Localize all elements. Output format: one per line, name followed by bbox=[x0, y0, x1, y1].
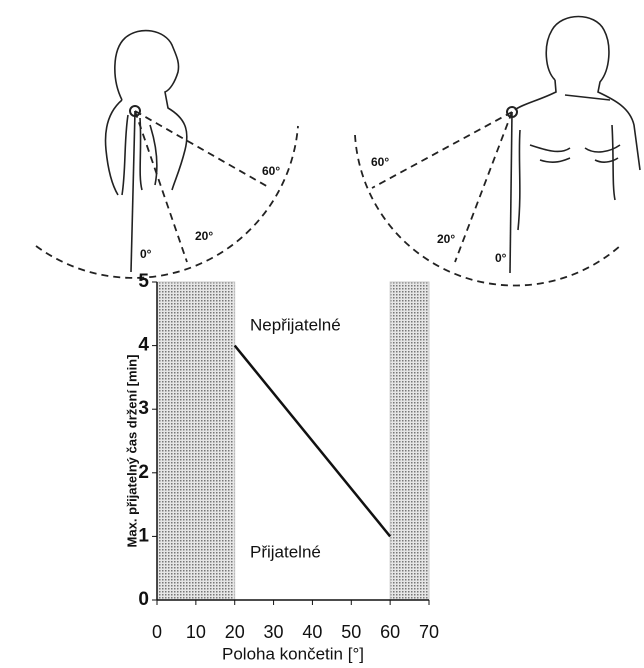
y-tick-label: 2 bbox=[138, 462, 149, 483]
x-tick-label: 70 bbox=[419, 622, 439, 642]
x-tick-label: 60 bbox=[380, 622, 400, 642]
right-figure bbox=[355, 17, 640, 286]
x-tick-label: 10 bbox=[186, 622, 206, 642]
x-tick-label: 40 bbox=[302, 622, 322, 642]
x-tick-label: 30 bbox=[264, 622, 284, 642]
angle-label: 60° bbox=[262, 164, 280, 178]
x-tick-label: 0 bbox=[152, 622, 162, 642]
angle-label: 20° bbox=[195, 229, 213, 243]
shaded-region bbox=[157, 282, 235, 600]
y-tick-label: 5 bbox=[138, 271, 149, 292]
annotation: Nepřijatelné bbox=[250, 315, 341, 334]
left-figure bbox=[36, 31, 298, 278]
annotation: Přijatelné bbox=[250, 542, 321, 561]
x-tick-label: 20 bbox=[225, 622, 245, 642]
y-tick-label: 4 bbox=[138, 335, 149, 356]
shaded-region bbox=[390, 282, 429, 600]
x-axis-label: Poloha končetin [°] bbox=[222, 644, 364, 663]
page: 0° 20° 60° 60° 20° 0° 012345010203040506… bbox=[0, 0, 644, 668]
angle-label: 20° bbox=[437, 232, 455, 246]
data-line bbox=[235, 346, 390, 537]
y-tick-label: 3 bbox=[138, 398, 149, 419]
y-axis-label: Max. přijatelný čas držení [min] bbox=[124, 355, 139, 548]
y-tick-label: 1 bbox=[138, 525, 149, 546]
y-tick-label: 0 bbox=[138, 589, 149, 610]
angle-label: 0° bbox=[495, 251, 507, 265]
angle-label: 60° bbox=[371, 155, 389, 169]
angle-label: 0° bbox=[140, 247, 152, 261]
x-tick-label: 50 bbox=[341, 622, 361, 642]
